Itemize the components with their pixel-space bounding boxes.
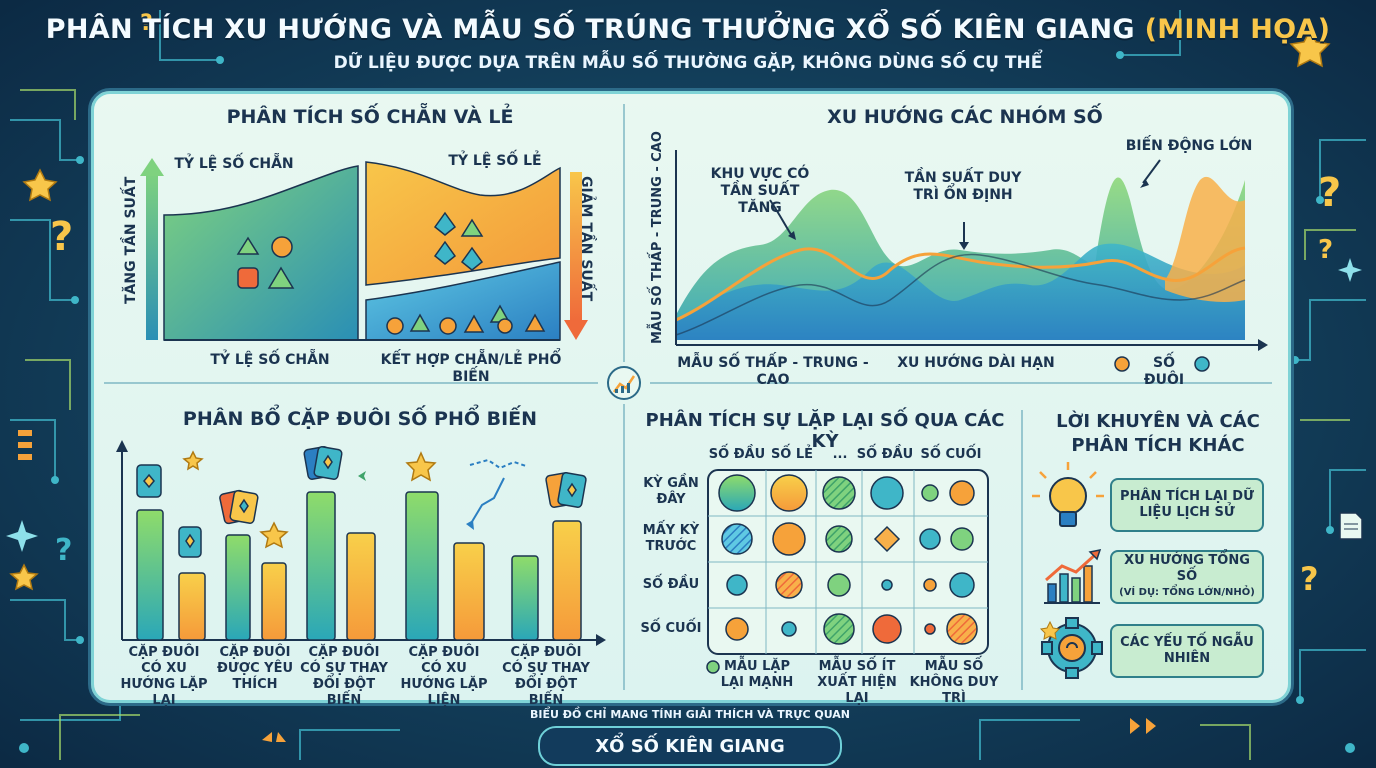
repeat-row-4: SỐ CUỐI — [640, 621, 702, 636]
pair-label-4: CẶP ĐUÔI CÓ XU HƯỚNG LẶP LIỆN — [400, 645, 488, 708]
up-arrow-head — [140, 158, 164, 176]
even-ratio-label: TỶ LỆ SỐ CHẴN — [174, 156, 294, 172]
bar-g2-orange — [261, 562, 287, 641]
odd-ratio-label: TỶ LỆ SỐ LẺ — [448, 153, 542, 169]
repeat-row-2: MẤY KỲ TRƯỚC — [642, 523, 700, 554]
repeat-legend-3: MẪU SỐ KHÔNG DUY TRÌ — [909, 659, 999, 706]
bar-g4-green — [405, 491, 439, 641]
groups-x-mid-label: XU HƯỚNG DÀI HẠN — [897, 355, 1055, 371]
advice-total-label: XU HƯỚNG TỔNG SỐ — [1124, 553, 1250, 584]
even-odd-title: PHÂN TÍCH SỐ CHẴN VÀ LẺ — [226, 106, 514, 128]
bar-g3-orange — [346, 532, 376, 641]
bar-g5-orange — [552, 520, 582, 641]
section-dividers — [104, 104, 1272, 690]
advice-random-box: CÁC YẾU TỐ NGẪU NHIÊN — [1110, 624, 1264, 678]
increase-arrow — [146, 172, 158, 340]
trend-area-blue — [676, 243, 1245, 340]
page-subtitle: DỮ LIỆU ĐƯỢC DỰA TRÊN MẪU SỐ THƯỜNG GẶP,… — [333, 53, 1043, 73]
footer-note: BIỂU ĐỒ CHỈ MANG TÍNH GIẢI THÍCH VÀ TRỰC… — [529, 708, 851, 721]
title-highlight: (MINH HỌA) — [1144, 14, 1331, 45]
advice-history-label: PHÂN TÍCH LẠI DỮ LIỆU LỊCH SỬ — [1120, 489, 1254, 520]
groups-legend-label: SỐ ĐUÔI — [1143, 355, 1185, 388]
svg-text:?: ? — [1318, 170, 1341, 216]
svg-text:?: ? — [50, 214, 73, 260]
combo-area — [365, 261, 561, 341]
page-title: PHÂN TÍCH XU HƯỚNG VÀ MẪU SỐ TRÚNG THƯỞN… — [0, 14, 1376, 45]
bar-g3-green — [306, 491, 336, 641]
svg-text:?: ? — [55, 533, 72, 568]
title-text: PHÂN TÍCH XU HƯỚNG VÀ MẪU SỐ TRÚNG THƯỞN… — [45, 14, 1135, 45]
bar-g5-green — [511, 555, 539, 641]
advice-history-box: PHÂN TÍCH LẠI DỮ LIỆU LỊCH SỬ — [1110, 478, 1264, 532]
footer-brand: XỔ SỐ KIÊN GIANG — [538, 726, 842, 766]
groups-title: XU HƯỚNG CÁC NHÓM SỐ — [827, 106, 1103, 128]
bar-g2-green — [225, 534, 251, 641]
increase-frequency-label: TĂNG TẦN SUẤT — [123, 176, 139, 304]
repeat-col-4: SỐ ĐẦU — [856, 447, 914, 462]
groups-x-left-label: MẪU SỐ THẤP - TRUNG - CAO — [677, 355, 869, 388]
even-area — [163, 165, 359, 341]
svg-text:?: ? — [140, 11, 153, 36]
combo-label: KẾT HỢP CHẴN/LẺ PHỔ BIẾN — [380, 352, 562, 385]
repeat-grid — [706, 469, 989, 674]
decrease-frequency-label: GIẢM TẦN SUẤT — [578, 176, 594, 302]
advice-total-box: XU HƯỚNG TỔNG SỐ (VÍ DỤ: TỔNG LỚN/NHỎ) — [1110, 550, 1264, 604]
decrease-arrow — [570, 172, 582, 322]
document-icon — [1339, 512, 1363, 540]
bar-g1-green — [136, 509, 164, 641]
card-icons — [136, 446, 587, 558]
annotation-volatile: BIẾN ĐỘNG LỚN — [1125, 138, 1253, 154]
lightbulb-icon — [1032, 462, 1104, 527]
annotation-stable: TẦN SUẤT DUY TRÌ ỔN ĐỊNH — [904, 170, 1022, 203]
legend-orange-dot — [1114, 356, 1130, 372]
repeat-col-1: SỐ ĐẦU — [708, 447, 766, 462]
repeat-col-5: SỐ CUỐI — [920, 447, 982, 462]
repeat-col-3: ... — [832, 447, 848, 462]
svg-text:?: ? — [1318, 235, 1333, 265]
advice-random-label: CÁC YẾU TỐ NGẪU NHIÊN — [1120, 635, 1254, 666]
pair-label-3: CẶP ĐUÔI CÓ SỰ THAY ĐỔI ĐỘT BIẾN — [300, 645, 388, 708]
groups-trend-chart — [675, 150, 1268, 372]
pair-bar-chart — [116, 440, 606, 646]
pair-label-1: CẶP ĐUÔI CÓ XU HƯỚNG LẶP LẠI — [120, 645, 208, 708]
repeat-legend-2: MẪU SỐ ÍT XUẤT HIỆN LẠI — [817, 659, 897, 706]
advice-title: LỜI KHUYÊN VÀ CÁC PHÂN TÍCH KHÁC — [1056, 411, 1260, 456]
down-arrow-head — [564, 320, 588, 340]
repeat-legend-1: MẪU LẶP LẠI MẠNH — [720, 659, 794, 690]
repeat-col-2: SỐ LẺ — [770, 447, 814, 462]
pair-label-5: CẶP ĐUÔI CÓ SỰ THAY ĐỔI ĐỘT BIẾN — [502, 645, 590, 708]
repeat-row-1: KỲ GẦN ĐÂY — [643, 476, 699, 507]
odd-area — [365, 161, 561, 286]
legend-strong-dot — [706, 660, 720, 674]
groups-y-axis-label: MẪU SỐ THẤP - TRUNG - CAO — [650, 131, 665, 344]
gear-icon — [1039, 617, 1103, 679]
trend-line-orange — [675, 246, 1246, 322]
bar-g4-orange — [453, 542, 485, 641]
pairs-title: PHÂN BỔ CẶP ĐUÔI SỐ PHỔ BIẾN — [182, 408, 538, 430]
advice-total-sub: (VÍ DỤ: TỔNG LỚN/NHỎ) — [1119, 587, 1255, 598]
center-chart-icon — [607, 366, 641, 400]
even-bottom-label: TỶ LỆ SỐ CHẴN — [210, 352, 330, 368]
legend-teal-dot — [1194, 356, 1210, 372]
repeat-row-3: SỐ ĐẦU — [642, 577, 700, 592]
trend-area-orange — [1165, 176, 1245, 302]
even-odd-chart — [140, 158, 588, 341]
growth-chart-icon — [1044, 549, 1102, 604]
repeat-title: PHÂN TÍCH SỰ LẶP LẠI SỐ QUA CÁC KỲ — [645, 410, 1005, 452]
bar-g1-orange — [178, 572, 206, 641]
annotation-increase: KHU VỰC CÓ TẦN SUẤT TĂNG — [710, 166, 810, 216]
pair-label-2: CẶP ĐUÔI ĐƯỢC YÊU THÍCH — [216, 645, 294, 692]
svg-text:?: ? — [1300, 560, 1319, 598]
trend-line-dark — [675, 253, 1246, 336]
